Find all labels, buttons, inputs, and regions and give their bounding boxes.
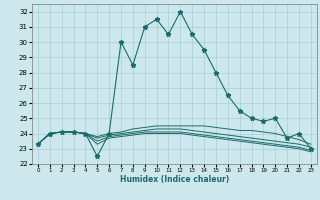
X-axis label: Humidex (Indice chaleur): Humidex (Indice chaleur) bbox=[120, 175, 229, 184]
